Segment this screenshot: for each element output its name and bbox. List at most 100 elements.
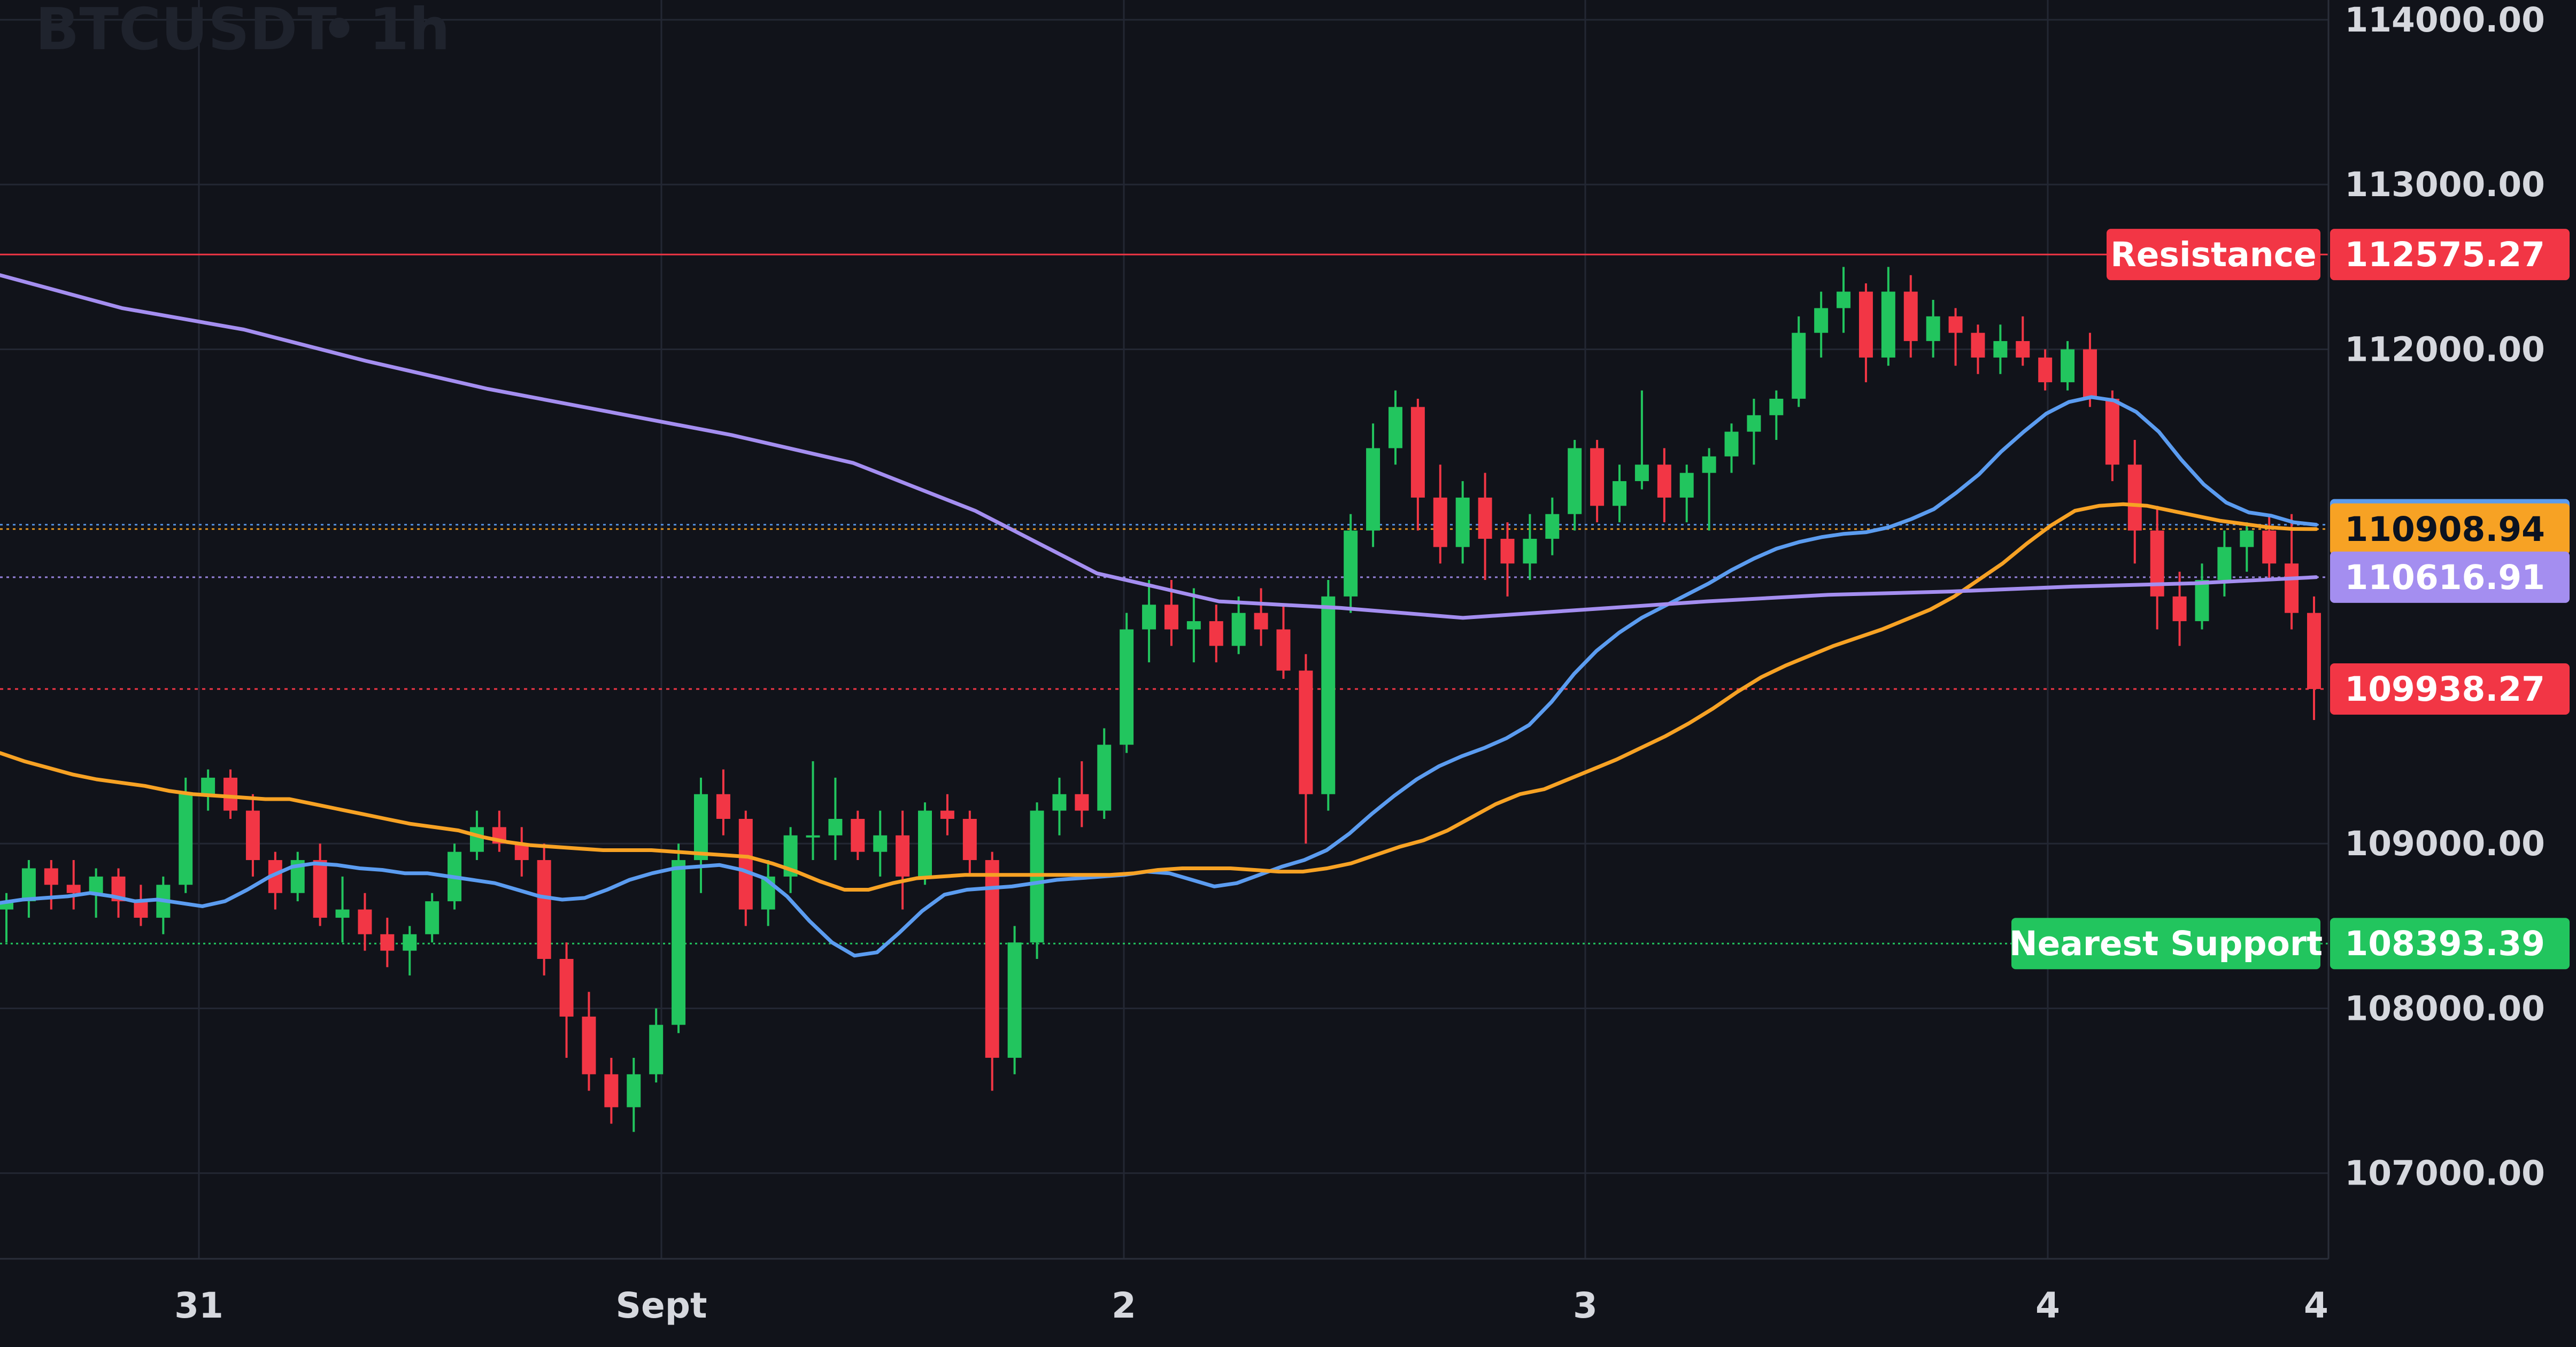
candle-body[interactable] bbox=[559, 958, 574, 1017]
candle[interactable] bbox=[134, 885, 148, 926]
candle[interactable] bbox=[2038, 349, 2053, 391]
candle-body[interactable] bbox=[134, 901, 148, 918]
candle[interactable] bbox=[1724, 423, 1739, 473]
candle-body[interactable] bbox=[1568, 448, 1582, 514]
candle-body[interactable] bbox=[425, 901, 439, 934]
candle-body[interactable] bbox=[1344, 530, 1358, 597]
candle[interactable] bbox=[2217, 530, 2232, 597]
candle-body[interactable] bbox=[1410, 407, 1425, 498]
candle-body[interactable] bbox=[1747, 415, 1761, 432]
candle-body[interactable] bbox=[245, 810, 260, 861]
candle[interactable] bbox=[940, 794, 954, 835]
candle[interactable] bbox=[1545, 497, 1560, 555]
candle[interactable] bbox=[335, 876, 350, 943]
candle[interactable] bbox=[66, 860, 81, 910]
candle-body[interactable] bbox=[21, 868, 36, 902]
candle[interactable] bbox=[245, 794, 260, 877]
candle[interactable] bbox=[179, 777, 193, 893]
candle[interactable] bbox=[537, 843, 551, 976]
candle[interactable] bbox=[2195, 563, 2209, 630]
candle[interactable] bbox=[1858, 283, 1873, 383]
candle[interactable] bbox=[1903, 275, 1918, 358]
candle-body[interactable] bbox=[1075, 794, 1089, 811]
candle[interactable] bbox=[1120, 613, 1134, 753]
candle-body[interactable] bbox=[1837, 291, 1851, 308]
candle-body[interactable] bbox=[1993, 341, 2008, 358]
candle[interactable] bbox=[1679, 465, 1694, 523]
candle-body[interactable] bbox=[1209, 621, 1223, 646]
candle-body[interactable] bbox=[1679, 473, 1694, 498]
candle-body[interactable] bbox=[604, 1074, 619, 1108]
candle-body[interactable] bbox=[962, 818, 977, 861]
candle[interactable] bbox=[201, 769, 215, 811]
candle[interactable] bbox=[1209, 605, 1223, 663]
candle-body[interactable] bbox=[1299, 670, 1313, 794]
candle-body[interactable] bbox=[873, 835, 888, 852]
candle[interactable] bbox=[223, 769, 238, 819]
candle-body[interactable] bbox=[44, 868, 58, 885]
candle-body[interactable] bbox=[1724, 431, 1739, 456]
candle-body[interactable] bbox=[627, 1074, 641, 1108]
candle[interactable] bbox=[896, 810, 910, 910]
candle[interactable] bbox=[1500, 522, 1515, 597]
candle-body[interactable] bbox=[2240, 530, 2254, 547]
candle-body[interactable] bbox=[1792, 332, 1806, 399]
candle-body[interactable] bbox=[1500, 538, 1515, 564]
candle[interactable] bbox=[1747, 398, 1761, 465]
candle-body[interactable] bbox=[1455, 497, 1470, 547]
candle[interactable] bbox=[1276, 605, 1291, 679]
candle[interactable] bbox=[1254, 588, 1268, 646]
candle-body[interactable] bbox=[335, 909, 350, 918]
candle[interactable] bbox=[2262, 514, 2277, 580]
candle[interactable] bbox=[1366, 423, 1380, 547]
candle-body[interactable] bbox=[89, 876, 103, 893]
candle-body[interactable] bbox=[223, 777, 238, 811]
candle[interactable] bbox=[1186, 588, 1201, 663]
candle[interactable] bbox=[1388, 390, 1402, 465]
candle-body[interactable] bbox=[537, 860, 551, 959]
candle[interactable] bbox=[582, 992, 596, 1091]
candle[interactable] bbox=[1007, 926, 1022, 1074]
candle[interactable] bbox=[2127, 440, 2142, 564]
candle[interactable] bbox=[604, 1057, 619, 1124]
candle-body[interactable] bbox=[403, 934, 417, 951]
candle[interactable] bbox=[1948, 308, 1963, 366]
candle-body[interactable] bbox=[694, 794, 708, 861]
candle-body[interactable] bbox=[1366, 448, 1380, 531]
candle[interactable] bbox=[1478, 473, 1492, 580]
candle-body[interactable] bbox=[1254, 613, 1268, 630]
candle-body[interactable] bbox=[2105, 398, 2119, 465]
candle-body[interactable] bbox=[2195, 580, 2209, 622]
candle[interactable] bbox=[1321, 580, 1336, 811]
candle-body[interactable] bbox=[918, 810, 932, 877]
candle[interactable] bbox=[380, 917, 395, 967]
candle[interactable] bbox=[1142, 580, 1156, 663]
candle[interactable] bbox=[2240, 522, 2254, 572]
candle-body[interactable] bbox=[582, 1016, 596, 1074]
candle-body[interactable] bbox=[2262, 530, 2277, 564]
candle[interactable] bbox=[1702, 448, 1716, 531]
candle-body[interactable] bbox=[2038, 357, 2053, 383]
candle[interactable] bbox=[1881, 267, 1895, 366]
candle[interactable] bbox=[828, 777, 843, 861]
candle[interactable] bbox=[1523, 514, 1537, 580]
candle[interactable] bbox=[1590, 440, 1605, 523]
candle[interactable] bbox=[1455, 481, 1470, 564]
candle-body[interactable] bbox=[1523, 538, 1537, 564]
candle-body[interactable] bbox=[806, 835, 820, 838]
candle[interactable] bbox=[425, 893, 439, 943]
candle-body[interactable] bbox=[2285, 563, 2299, 613]
candle-body[interactable] bbox=[672, 860, 686, 1025]
ema_mid-line[interactable] bbox=[0, 502, 2318, 892]
candle-body[interactable] bbox=[1433, 497, 1447, 547]
candle[interactable] bbox=[358, 893, 372, 951]
candle-body[interactable] bbox=[1478, 497, 1492, 539]
candle-body[interactable] bbox=[1971, 332, 1985, 358]
candle-body[interactable] bbox=[985, 860, 999, 1058]
candle-body[interactable] bbox=[1097, 745, 1112, 811]
candle[interactable] bbox=[1613, 465, 1626, 523]
time-axis[interactable]: 31 Sept 2 3 4 4 bbox=[0, 1258, 2328, 1326]
candle-body[interactable] bbox=[1007, 942, 1022, 1058]
candle-body[interactable] bbox=[66, 885, 81, 893]
